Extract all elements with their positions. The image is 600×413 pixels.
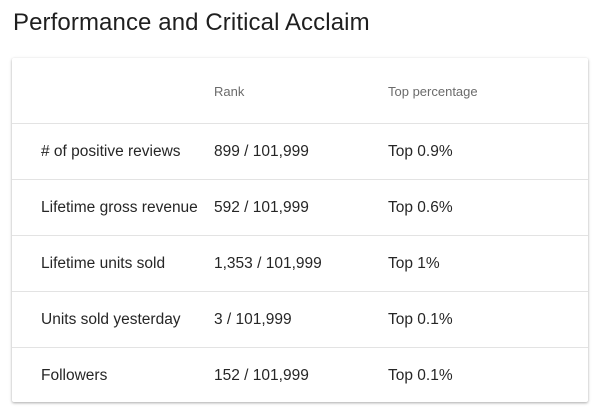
rank-value: 592 / 101,999 xyxy=(214,199,309,216)
table-row: Units sold yesterday 3 / 101,999 Top 0.1… xyxy=(12,292,588,348)
metric-label: Lifetime gross revenue xyxy=(41,199,198,216)
table-row: Followers 152 / 101,999 Top 0.1% xyxy=(12,348,588,403)
table-row: Lifetime gross revenue 592 / 101,999 Top… xyxy=(12,180,588,236)
metric-label: Lifetime units sold xyxy=(41,255,166,272)
rank-value: 1,353 / 101,999 xyxy=(214,255,322,272)
acclaim-table: Rank Top percentage # of positive review… xyxy=(12,58,588,402)
column-header-rank: Rank xyxy=(214,84,245,99)
top-percentage-value: Top 0.1% xyxy=(388,311,453,328)
rank-value: 152 / 101,999 xyxy=(214,367,309,384)
metric-label: # of positive reviews xyxy=(41,143,181,160)
rank-value: 3 / 101,999 xyxy=(214,311,292,328)
top-percentage-value: Top 0.6% xyxy=(388,199,453,216)
column-header-top-percentage: Top percentage xyxy=(388,84,478,99)
metric-label: Units sold yesterday xyxy=(41,311,181,328)
page-title: Performance and Critical Acclaim xyxy=(13,9,370,36)
table-header-row: Rank Top percentage xyxy=(12,58,588,124)
rank-value: 899 / 101,999 xyxy=(214,143,309,160)
table-row: Lifetime units sold 1,353 / 101,999 Top … xyxy=(12,236,588,292)
top-percentage-value: Top 1% xyxy=(388,255,440,272)
top-percentage-value: Top 0.1% xyxy=(388,367,453,384)
top-percentage-value: Top 0.9% xyxy=(388,143,453,160)
metric-label: Followers xyxy=(41,367,108,384)
table-row: # of positive reviews 899 / 101,999 Top … xyxy=(12,124,588,180)
